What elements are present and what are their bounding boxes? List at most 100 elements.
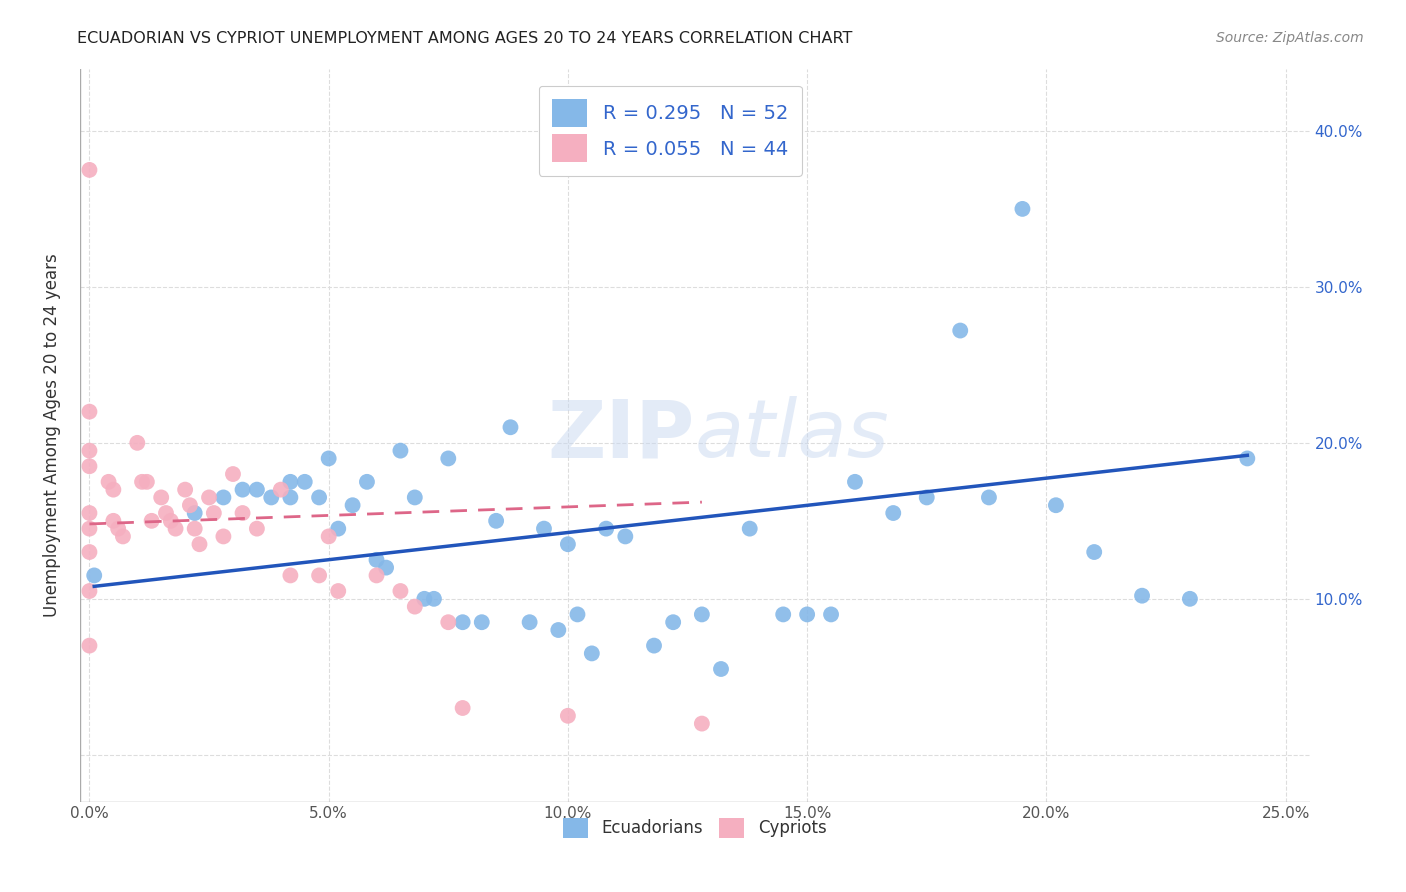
Point [232, 483, 254, 497]
Point [159, 514, 181, 528]
Point [796, 607, 818, 622]
Point [107, 522, 129, 536]
Point [246, 522, 269, 536]
Text: ZIP: ZIP [547, 396, 695, 474]
Point [581, 647, 603, 661]
Point [318, 451, 340, 466]
Point [127, 435, 149, 450]
Point [79, 506, 101, 520]
Point [1011, 202, 1033, 216]
Point [111, 529, 134, 543]
Point [977, 491, 1000, 505]
Point [404, 599, 426, 614]
Point [499, 420, 522, 434]
Point [882, 506, 904, 520]
Y-axis label: Unemployment Among Ages 20 to 24 years: Unemployment Among Ages 20 to 24 years [44, 253, 60, 617]
Point [79, 522, 101, 536]
Point [356, 475, 378, 489]
Point [1236, 451, 1258, 466]
Point [820, 607, 842, 622]
Point [294, 475, 316, 489]
Point [260, 491, 283, 505]
Point [557, 537, 579, 551]
Point [949, 324, 972, 338]
Point [212, 529, 235, 543]
Point [318, 529, 340, 543]
Point [595, 522, 617, 536]
Point [915, 491, 938, 505]
Point [643, 639, 665, 653]
Point [389, 584, 412, 599]
Point [183, 522, 205, 536]
Point [1083, 545, 1105, 559]
Point [246, 483, 269, 497]
Point [79, 443, 101, 458]
Point [155, 506, 177, 520]
Point [179, 498, 201, 512]
Point [83, 568, 105, 582]
Point [131, 475, 153, 489]
Point [1045, 498, 1067, 512]
Point [280, 475, 302, 489]
Point [135, 475, 157, 489]
Point [844, 475, 866, 489]
Point [389, 443, 412, 458]
Point [222, 467, 245, 481]
Point [366, 553, 388, 567]
Point [308, 568, 330, 582]
Point [328, 522, 350, 536]
Point [198, 491, 221, 505]
Point [738, 522, 761, 536]
Point [451, 615, 474, 630]
Point [79, 639, 101, 653]
Point [471, 615, 494, 630]
Point [202, 506, 225, 520]
Point [232, 506, 254, 520]
Point [413, 591, 436, 606]
Point [97, 475, 120, 489]
Point [165, 522, 187, 536]
Point [614, 529, 637, 543]
Point [328, 584, 350, 599]
Point [567, 607, 589, 622]
Point [79, 545, 101, 559]
Point [437, 451, 460, 466]
Point [710, 662, 733, 676]
Point [404, 491, 426, 505]
Point [174, 483, 197, 497]
Point [79, 459, 101, 474]
Point [375, 560, 398, 574]
Point [270, 483, 292, 497]
Point [662, 615, 685, 630]
Point [103, 483, 125, 497]
Point [150, 491, 173, 505]
Point [485, 514, 508, 528]
Text: atlas: atlas [695, 396, 890, 474]
Point [547, 623, 569, 637]
Point [451, 701, 474, 715]
Point [1178, 591, 1201, 606]
Point [519, 615, 541, 630]
Point [280, 491, 302, 505]
Point [308, 491, 330, 505]
Point [141, 514, 163, 528]
Point [280, 568, 302, 582]
Point [437, 615, 460, 630]
Point [557, 708, 579, 723]
Point [772, 607, 794, 622]
Text: Source: ZipAtlas.com: Source: ZipAtlas.com [1216, 31, 1364, 45]
Text: ECUADORIAN VS CYPRIOT UNEMPLOYMENT AMONG AGES 20 TO 24 YEARS CORRELATION CHART: ECUADORIAN VS CYPRIOT UNEMPLOYMENT AMONG… [77, 31, 852, 46]
Point [79, 162, 101, 177]
Point [212, 491, 235, 505]
Point [183, 506, 205, 520]
Point [79, 584, 101, 599]
Point [690, 716, 713, 731]
Point [1130, 589, 1153, 603]
Point [103, 514, 125, 528]
Point [423, 591, 446, 606]
Point [188, 537, 211, 551]
Point [79, 404, 101, 418]
Point [342, 498, 364, 512]
Point [366, 568, 388, 582]
Point [690, 607, 713, 622]
